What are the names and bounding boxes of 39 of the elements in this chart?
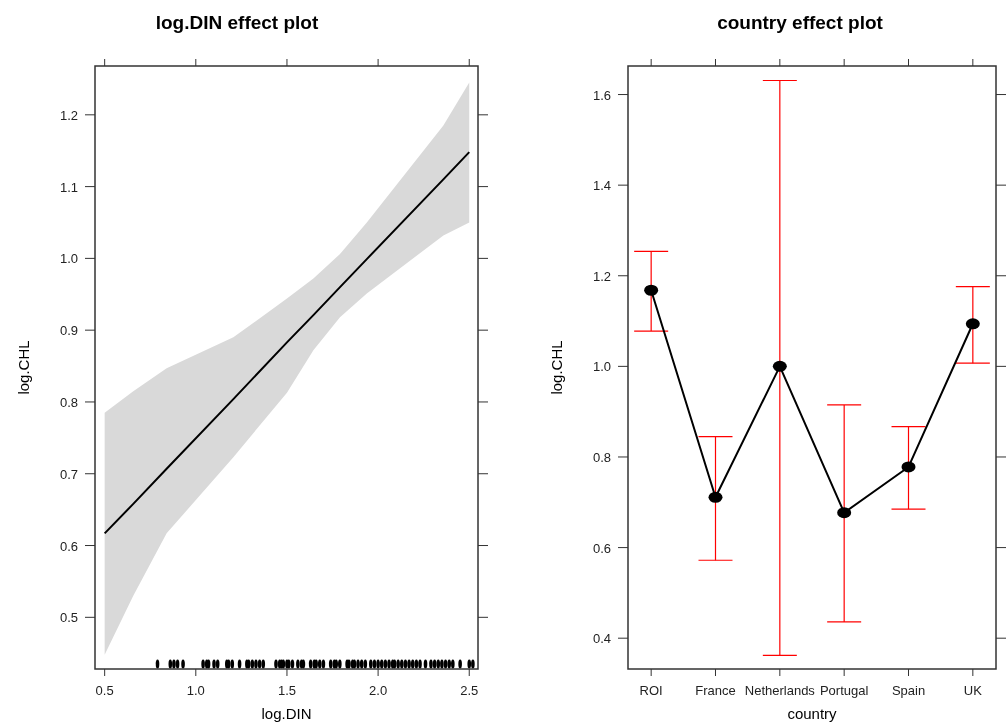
y-tick-label: 1.1 [59, 179, 79, 195]
point [837, 507, 852, 519]
y-axis-title: log.CHL [15, 340, 32, 395]
point [644, 284, 659, 296]
chart-title: log.DIN effect plot [155, 12, 319, 33]
x-tick-label: 2.0 [369, 683, 388, 698]
y-tick-label: 1.6 [592, 87, 612, 103]
chart-title: country effect plot [717, 12, 884, 33]
x-tick-label: Netherlands [744, 683, 816, 698]
y-tick-label: 1.4 [592, 178, 612, 194]
y-tick-label: 1.2 [592, 268, 612, 284]
x-axis-title: log.DIN [261, 705, 312, 722]
point [772, 360, 787, 372]
x-tick-label: France [695, 683, 736, 698]
x-tick-label: 1.5 [277, 683, 296, 698]
x-axis-title: country [787, 705, 838, 722]
y-tick-label: 0.6 [592, 540, 612, 556]
x-tick-label: ROI [639, 683, 663, 698]
line-series [103, 151, 471, 535]
y-tick-label: 0.8 [59, 394, 79, 410]
point [965, 318, 980, 330]
x-tick-label: 1.0 [186, 683, 205, 698]
y-tick-label: 0.5 [59, 610, 79, 626]
y-tick-label: 0.7 [59, 466, 79, 482]
x-tick-label: Portugal [819, 683, 869, 698]
x-tick-label: UK [963, 683, 983, 698]
x-tick-label: 2.5 [460, 683, 479, 698]
y-tick-label: 0.4 [592, 631, 612, 647]
x-tick-label: 0.5 [95, 683, 114, 698]
point [901, 461, 916, 473]
y-tick-label: 1.2 [59, 107, 79, 123]
y-tick-label: 1.0 [59, 251, 79, 267]
point [708, 491, 723, 503]
x-tick-label: Spain [891, 683, 926, 698]
y-tick-label: 0.6 [59, 538, 79, 554]
y-tick-label: 0.8 [592, 449, 612, 465]
y-axis-title: log.CHL [548, 340, 565, 395]
y-tick-label: 0.9 [59, 323, 79, 339]
y-tick-label: 1.0 [592, 359, 612, 375]
